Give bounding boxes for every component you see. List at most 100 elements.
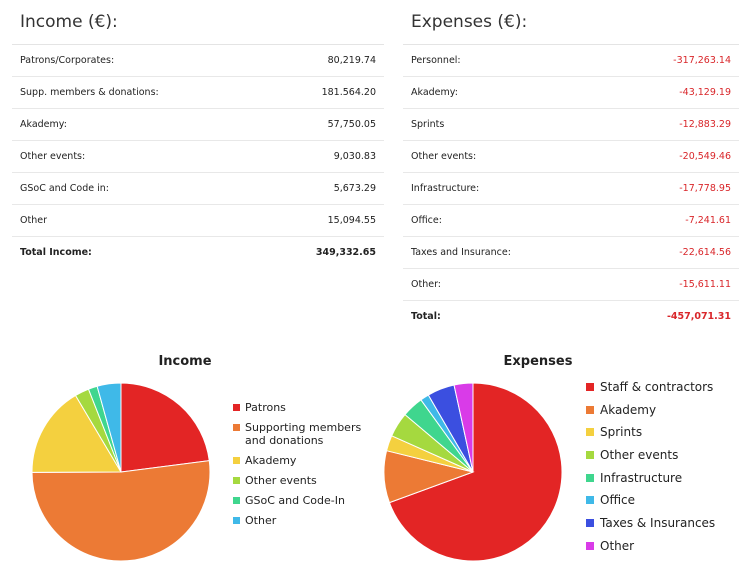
table-row: Other: -15,611.11 (403, 268, 739, 301)
legend-swatch (233, 404, 240, 411)
legend-item-staff-and-contractors: Staff & contractors (586, 380, 736, 395)
legend-swatch (233, 424, 240, 431)
row-value: 9,030.83 (261, 140, 384, 173)
legend-item-gsoc-and-code-in: GSoC and Code-In (233, 494, 363, 507)
row-value: 15,094.55 (261, 204, 384, 237)
legend-label: Sprints (600, 425, 643, 440)
row-label: Other (12, 204, 262, 237)
legend-label: Other events (600, 448, 679, 463)
row-value: -22,614.56 (601, 236, 739, 269)
row-label: Sprints (403, 108, 602, 141)
total-value: -457,071.31 (666, 311, 731, 322)
pie-slice-staff-and-contractors (388, 382, 563, 562)
pie-slice-supporting-members-and-donations (31, 460, 211, 562)
row-value: -15,611.11 (601, 268, 739, 301)
row-value: -317,263.14 (601, 44, 739, 77)
expenses-panel: Expenses (€): Personnel: -317,263.14 Akad… (403, 0, 739, 332)
row-value: 181.564.20 (261, 76, 384, 109)
row-label: Infrastructure: (403, 172, 602, 205)
row-label: Personnel: (403, 44, 602, 77)
legend-swatch (586, 451, 594, 460)
income-total-row: Total Income: 349,332.65 (12, 237, 384, 269)
legend-swatch (586, 405, 594, 414)
row-value: 5,673.29 (261, 172, 384, 205)
table-row: Supp. members & donations: 181.564.20 (12, 76, 384, 109)
table-row: Other events: 9,030.83 (12, 140, 384, 173)
table-row: Akademy: -43,129.19 (403, 76, 739, 109)
legend-swatch (233, 497, 240, 504)
income-heading: Income (€): (20, 12, 118, 32)
legend-item-other-events: Other events (586, 448, 736, 463)
expenses-pie-chart (383, 382, 563, 562)
legend-label: Akademy (600, 402, 657, 417)
total-label: Total Income: (20, 247, 92, 258)
row-label: Supp. members & donations: (12, 76, 262, 109)
expenses-heading: Expenses (€): (411, 12, 528, 32)
row-label: Office: (403, 204, 602, 237)
row-value: -7,241.61 (601, 204, 739, 237)
legend-swatch (586, 428, 594, 437)
row-label: Akademy: (403, 76, 602, 109)
table-row: Other 15,094.55 (12, 204, 384, 237)
legend-swatch (586, 519, 594, 528)
legend-label: Taxes & Insurances (600, 516, 716, 531)
row-label: Taxes and Insurance: (403, 236, 602, 269)
row-label: Other: (403, 268, 602, 301)
legend-item-akademy: Akademy (586, 403, 736, 418)
table-row: Taxes and Insurance: -22,614.56 (403, 236, 739, 269)
pie-slice-other (453, 382, 474, 473)
table-row: GSoC and Code in: 5,673.29 (12, 172, 384, 205)
legend-item-office: Office (586, 493, 736, 508)
legend-item-akademy: Akademy (233, 454, 363, 467)
row-label: Patrons/Corporates: (12, 44, 262, 77)
legend-swatch (586, 496, 594, 505)
row-value: -20,549.46 (601, 140, 739, 173)
row-label: GSoC and Code in: (12, 172, 262, 205)
legend-swatch (233, 457, 240, 464)
legend-swatch (233, 477, 240, 484)
row-value: -43,129.19 (601, 76, 739, 109)
expenses-legend: Staff & contractors Akademy Sprints Other e… (586, 380, 736, 562)
legend-item-other: Other (586, 539, 736, 554)
legend-label: Infrastructure (600, 470, 683, 485)
income-panel: Income (€): Patrons/Corporates: 80,219.74… (12, 0, 384, 268)
total-label: Total: (411, 311, 441, 322)
legend-item-taxes-and-insurances: Taxes & Insurances (586, 516, 736, 531)
legend-label: GSoC and Code-In (245, 494, 345, 507)
table-row: Sprints -12,883.29 (403, 108, 739, 141)
pie-slice-patrons (120, 382, 210, 473)
expenses-table: Personnel: -317,263.14 Akademy: -43,129.19… (403, 44, 739, 332)
row-label: Other events: (12, 140, 262, 173)
legend-item-sprints: Sprints (586, 425, 736, 440)
row-label: Akademy: (12, 108, 262, 141)
legend-label: Staff & contractors (600, 380, 714, 394)
row-value: 57,750.05 (261, 108, 384, 141)
income-legend: Patrons Supporting members and donations A… (233, 401, 363, 534)
income-table: Patrons/Corporates: 80,219.74 Supp. membe… (12, 44, 384, 268)
legend-label: Office (600, 493, 636, 508)
legend-label: Patrons (245, 401, 286, 414)
expenses-total-row: Total: -457,071.31 (403, 301, 739, 333)
expenses-chart-title: Expenses (503, 354, 573, 369)
table-row: Other events: -20,549.46 (403, 140, 739, 173)
legend-label: Akademy (245, 454, 297, 467)
legend-swatch (586, 541, 594, 550)
table-row: Infrastructure: -17,778.95 (403, 172, 739, 205)
income-pie-chart (31, 382, 211, 562)
table-row: Akademy: 57,750.05 (12, 108, 384, 141)
pie-slice-akademy (31, 394, 122, 473)
legend-item-supporting-members-and-donations: Supporting members and donations (233, 421, 363, 447)
legend-label: Other (245, 514, 277, 527)
row-value: -17,778.95 (601, 172, 739, 205)
legend-item-infrastructure: Infrastructure (586, 471, 736, 486)
legend-item-other-events: Other events (233, 474, 363, 487)
pie-slice-other (96, 382, 122, 473)
table-row: Office: -7,241.61 (403, 204, 739, 237)
table-row: Patrons/Corporates: 80,219.74 (12, 44, 384, 77)
total-value: 349,332.65 (315, 247, 376, 258)
legend-swatch (233, 517, 240, 524)
legend-swatch (586, 473, 594, 482)
row-value: -12,883.29 (601, 108, 739, 141)
legend-swatch (586, 383, 594, 391)
legend-label: Other (600, 538, 635, 553)
